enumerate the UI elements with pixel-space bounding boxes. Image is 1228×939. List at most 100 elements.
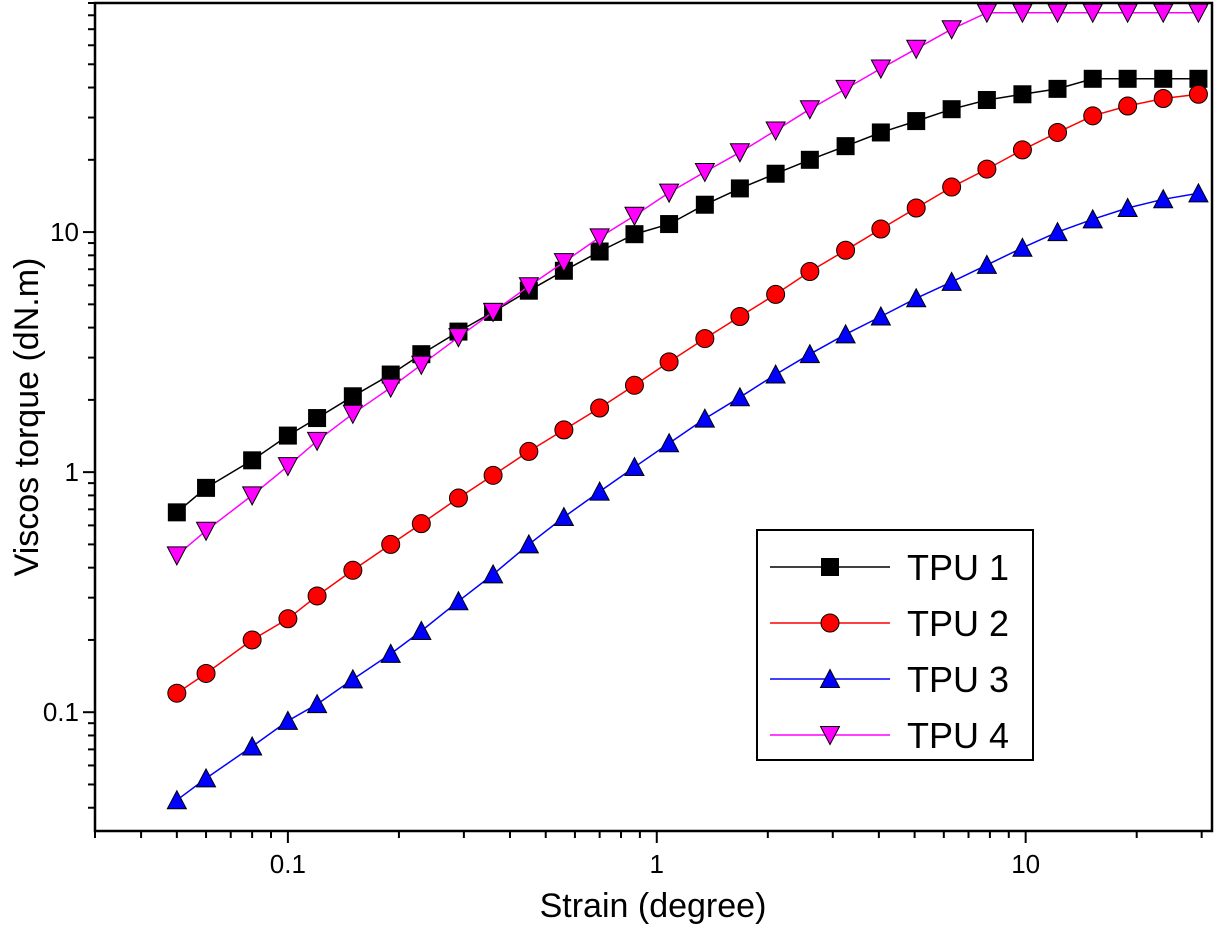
series-4-point bbox=[410, 355, 432, 376]
series-3-point bbox=[729, 386, 751, 407]
series-2-point bbox=[411, 514, 431, 534]
series-1 bbox=[167, 69, 1208, 522]
series-3-line bbox=[176, 192, 1199, 801]
series-3-point bbox=[380, 643, 402, 663]
legend-marker bbox=[821, 558, 839, 576]
legend-items: TPU 1 TPU 2 TPU 3 TPU 4 bbox=[770, 547, 1009, 756]
series-2-point bbox=[730, 306, 750, 326]
series-1-point bbox=[1154, 69, 1173, 88]
series-3-point bbox=[905, 287, 927, 308]
series-3-point bbox=[448, 590, 469, 611]
series-1-point bbox=[343, 387, 362, 406]
series-2-point bbox=[977, 159, 997, 179]
series-1-point bbox=[1048, 79, 1067, 98]
x-tick-label: 0.1 bbox=[270, 849, 306, 879]
series-3-point bbox=[1117, 197, 1138, 217]
series-3-point bbox=[976, 254, 998, 274]
series-3-point bbox=[410, 620, 432, 640]
series-3 bbox=[166, 182, 1209, 810]
series-4-point bbox=[241, 486, 263, 506]
series-2-point bbox=[906, 198, 926, 218]
series-4-point bbox=[589, 228, 610, 248]
series-2-line bbox=[176, 93, 1199, 694]
series-4-point bbox=[342, 404, 364, 425]
series-2-point bbox=[381, 534, 401, 554]
axes-layer: 0.1 1 10 0.1 1 10 bbox=[43, 2, 1203, 879]
series-3-point bbox=[765, 363, 786, 384]
series-4 bbox=[166, 3, 1209, 566]
series-2-point bbox=[307, 586, 327, 606]
series-3-point bbox=[342, 668, 364, 689]
series-3-point bbox=[658, 432, 680, 453]
legend-marker bbox=[819, 668, 841, 688]
series-3-point bbox=[1047, 221, 1068, 242]
x-tick-label: 10 bbox=[1011, 849, 1040, 879]
legend-marker bbox=[819, 726, 841, 746]
series-2-point bbox=[1012, 140, 1032, 160]
y-axis-label: Viscos torque (dN.m) bbox=[8, 258, 46, 577]
series-4-point bbox=[905, 39, 927, 60]
series-2-point bbox=[766, 284, 786, 304]
series-3-point bbox=[624, 456, 645, 477]
series-4-point bbox=[729, 143, 751, 163]
legend-label: TPU 1 bbox=[907, 547, 1009, 588]
series-1-point bbox=[800, 150, 819, 169]
series-2-point bbox=[448, 488, 468, 508]
series-1-point bbox=[907, 112, 926, 131]
y-tick-label: 0.1 bbox=[43, 697, 79, 727]
series-2-point bbox=[196, 663, 216, 683]
y-tick-label: 10 bbox=[50, 217, 79, 247]
legend-marker bbox=[820, 613, 840, 633]
series-1-point bbox=[308, 409, 327, 428]
series-1-point bbox=[660, 215, 679, 234]
series-3-point bbox=[195, 767, 217, 788]
legend-label: TPU 4 bbox=[907, 715, 1009, 756]
series-3-point bbox=[799, 343, 821, 364]
series-3-point bbox=[1012, 237, 1033, 257]
series-1-point bbox=[197, 478, 216, 497]
series-3-point bbox=[277, 710, 299, 730]
series-1-point bbox=[695, 195, 714, 214]
series-3-point bbox=[241, 735, 263, 756]
series-4-point bbox=[835, 79, 856, 100]
series-4-point bbox=[448, 328, 469, 348]
series-4-point bbox=[277, 457, 299, 477]
series-2-point bbox=[554, 420, 574, 440]
series-2-point bbox=[836, 240, 856, 260]
series-3-point bbox=[166, 789, 188, 810]
series-1-point bbox=[1189, 69, 1208, 88]
series-2-point bbox=[1188, 84, 1208, 104]
series-1-point bbox=[836, 137, 855, 156]
legend-box bbox=[756, 529, 1034, 761]
series-4-point bbox=[195, 521, 217, 542]
series-1-point bbox=[167, 503, 186, 522]
series-1-point bbox=[730, 179, 749, 198]
series-2 bbox=[167, 84, 1208, 703]
series-4-point bbox=[624, 206, 645, 227]
series-1-point bbox=[1118, 69, 1137, 88]
series-3-point bbox=[518, 533, 540, 554]
series-2-point bbox=[278, 609, 298, 629]
legend-label: TPU 3 bbox=[907, 659, 1009, 700]
series-2-point bbox=[1083, 106, 1103, 126]
series-2-point bbox=[242, 630, 262, 650]
series-2-point bbox=[800, 262, 820, 282]
series-3-point bbox=[1152, 188, 1174, 209]
x-tick-label: 1 bbox=[650, 849, 664, 879]
series-3-point bbox=[870, 305, 892, 326]
series-2-point bbox=[343, 560, 363, 580]
series-1-point bbox=[766, 164, 785, 183]
series-2-point bbox=[167, 683, 187, 703]
series-4-line bbox=[176, 11, 1199, 556]
series-3-point bbox=[482, 563, 504, 584]
series-3-point bbox=[1188, 182, 1209, 203]
x-axis-label: Strain (degree) bbox=[540, 887, 767, 925]
series-1-line bbox=[176, 78, 1199, 513]
series-4-point bbox=[518, 277, 540, 297]
series-4-point bbox=[658, 183, 680, 204]
series-2-point bbox=[1118, 96, 1138, 116]
series-2-point bbox=[624, 375, 644, 395]
series-2-point bbox=[1153, 89, 1173, 109]
series-1-point bbox=[942, 100, 961, 119]
